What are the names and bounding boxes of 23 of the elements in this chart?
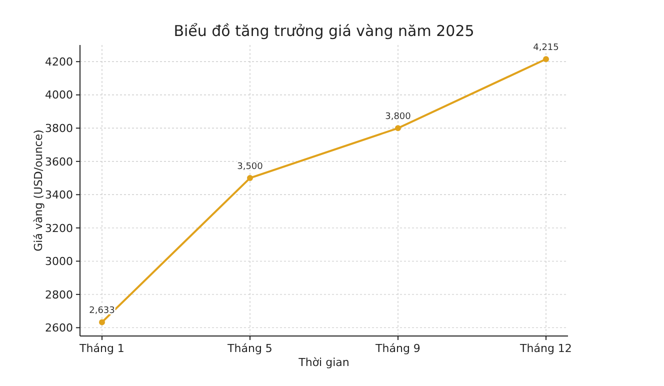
y-tick-label: 3200: [45, 222, 73, 235]
chart-title: Biểu đồ tăng trưởng giá vàng năm 2025: [174, 22, 474, 40]
y-tick-label: 2600: [45, 322, 73, 335]
x-axis-title: Thời gian: [298, 356, 350, 369]
x-tick-label: Tháng 5: [226, 342, 272, 355]
y-tick-label: 4200: [45, 55, 73, 68]
y-axis-title: Giá vàng (USD/ounce): [32, 130, 45, 252]
data-label: 4,215: [533, 43, 559, 54]
y-tick-label: 2800: [45, 288, 73, 302]
data-label: 3,500: [237, 162, 264, 172]
x-tick-label: Tháng 9: [374, 342, 420, 355]
x-tick-label: Tháng 12: [519, 342, 572, 355]
point: [543, 56, 549, 62]
y-tick-label: 3600: [45, 155, 73, 168]
point: [99, 319, 105, 326]
y-tick-label: 3800: [45, 122, 73, 135]
y-tick-label: 4000: [45, 88, 73, 102]
data-label: 3,800: [385, 112, 412, 122]
point: [247, 175, 253, 182]
y-tick-label: 3000: [45, 255, 73, 268]
y-tick-label: 3400: [45, 188, 73, 202]
x-tick-label: Tháng 1: [78, 342, 124, 355]
point: [395, 125, 401, 132]
